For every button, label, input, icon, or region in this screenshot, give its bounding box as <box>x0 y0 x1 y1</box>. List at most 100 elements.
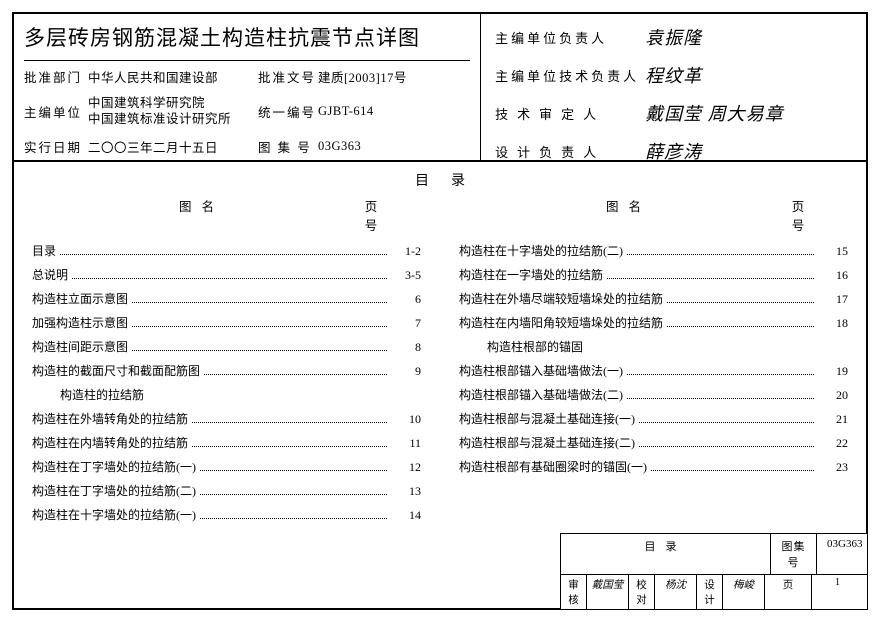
toc-row: 目录 1-2 <box>32 242 421 259</box>
toc-leader-dots <box>667 302 814 303</box>
toc-leader-dots <box>200 518 387 519</box>
exec-date: 二〇〇三年二月十五日 <box>88 137 258 156</box>
toc-entry-name: 目录 <box>32 242 56 259</box>
toc-leader-dots <box>651 470 814 471</box>
toc-entry-page: 10 <box>391 412 421 427</box>
toc-entry-page: 18 <box>818 316 848 331</box>
toc-entry-page: 7 <box>391 316 421 331</box>
toc-entry-name: 构造柱间距示意图 <box>32 338 128 355</box>
toc-leader-dots <box>192 422 387 423</box>
sig1-label: 主编单位负责人 <box>495 28 645 47</box>
toc-row: 构造柱在内墙转角处的拉结筋11 <box>32 434 421 451</box>
toc-entry-name: 构造柱在外墙转角处的拉结筋 <box>32 410 188 427</box>
atlas-no-label: 图 集 号 <box>258 137 318 156</box>
col-head-name: 图名 <box>42 196 361 234</box>
toc-row: 构造柱间距示意图 8 <box>32 338 421 355</box>
toc-row: 构造柱立面示意图 6 <box>32 290 421 307</box>
editor-unit-label: 主编单位 <box>24 102 88 121</box>
toc-entry-name: 构造柱根部的锚固 <box>459 338 583 355</box>
toc-row: 构造柱在丁字墙处的拉结筋(一) 12 <box>32 458 421 475</box>
sig3-val: 戴国莹 周大易章 <box>645 100 784 126</box>
toc-row: 构造柱在外墙尽端较短墙垛处的拉结筋17 <box>459 290 848 307</box>
toc-row: 构造柱根部的锚固 <box>459 338 848 355</box>
approve-dept-label: 批准部门 <box>24 67 88 86</box>
footer-title: 目录 <box>561 534 771 574</box>
sig3-label: 技术审定人 <box>495 104 645 123</box>
toc-leader-dots <box>200 494 387 495</box>
toc-entry-page: 3-5 <box>391 268 421 283</box>
toc-row: 构造柱在十字墙处的拉结筋(一) 14 <box>32 506 421 523</box>
toc-entry-page: 19 <box>818 364 848 379</box>
signatures: 主编单位负责人袁振隆 主编单位技术负责人程纹革 技术审定人戴国莹 周大易章 设计… <box>481 14 866 160</box>
f-check-label: 校对 <box>629 575 655 609</box>
toc-entry-page: 12 <box>391 460 421 475</box>
toc-leader-dots <box>639 422 814 423</box>
toc-row: 构造柱根部锚入基础墙做法(二) 20 <box>459 386 848 403</box>
unified-no: GJBT-614 <box>318 104 470 119</box>
toc-entry-page: 23 <box>818 460 848 475</box>
sig1-val: 袁振隆 <box>645 24 702 50</box>
toc-title: 目录 <box>32 170 848 190</box>
toc-entry-name: 总说明 <box>32 266 68 283</box>
toc-entry-name: 构造柱在内墙转角处的拉结筋 <box>32 434 188 451</box>
exec-date-label: 实行日期 <box>24 137 88 156</box>
toc-row: 构造柱在一字墙处的拉结筋 16 <box>459 266 848 283</box>
toc-entry-name: 构造柱在丁字墙处的拉结筋(二) <box>32 482 196 499</box>
footer-atlas-label: 图集号 <box>771 534 817 574</box>
toc-row: 构造柱根部与混凝土基础连接(二) 22 <box>459 434 848 451</box>
toc-entry-page: 15 <box>818 244 848 259</box>
unified-no-label: 统一编号 <box>258 102 318 121</box>
toc-entry-name: 构造柱根部锚入基础墙做法(一) <box>459 362 623 379</box>
toc-row: 构造柱根部锚入基础墙做法(一) 19 <box>459 362 848 379</box>
f-page-val: 1 <box>812 575 863 609</box>
f-review-label: 审核 <box>561 575 587 609</box>
toc-leader-dots <box>132 326 387 327</box>
sig2-val: 程纹革 <box>645 62 702 88</box>
toc-entry-name: 构造柱根部与混凝土基础连接(一) <box>459 410 635 427</box>
f-review-val: 戴国莹 <box>587 575 629 609</box>
toc-row: 总说明 3-5 <box>32 266 421 283</box>
toc-leader-dots <box>607 278 814 279</box>
toc-entry-name: 构造柱在丁字墙处的拉结筋(一) <box>32 458 196 475</box>
title-block: 多层砖房钢筋混凝土构造柱抗震节点详图 批准部门 中华人民共和国建设部 批准文号 … <box>14 14 866 162</box>
approve-doc: 建质[2003]17号 <box>318 67 470 86</box>
f-check-val: 杨沈 <box>655 575 697 609</box>
col-head-page: 页号 <box>788 196 848 234</box>
toc-entry-name: 构造柱在十字墙处的拉结筋(二) <box>459 242 623 259</box>
toc-entry-page: 16 <box>818 268 848 283</box>
toc-block: 目录 图名页号 目录1-2总说明3-5构造柱立面示意图6加强构造柱示意图7构造柱… <box>14 162 866 608</box>
sig2-label: 主编单位技术负责人 <box>495 66 645 85</box>
f-design-label: 设计 <box>697 575 723 609</box>
toc-entry-name: 构造柱立面示意图 <box>32 290 128 307</box>
toc-row: 构造柱根部与混凝土基础连接(一)21 <box>459 410 848 427</box>
toc-entry-name: 构造柱根部与混凝土基础连接(二) <box>459 434 635 451</box>
toc-leader-dots <box>132 350 387 351</box>
f-design-val: 梅峻 <box>723 575 765 609</box>
toc-leader-dots <box>639 446 814 447</box>
toc-leader-dots <box>627 398 814 399</box>
toc-row: 构造柱根部有基础圈梁时的锚固(一)23 <box>459 458 848 475</box>
toc-entry-page: 20 <box>818 388 848 403</box>
toc-entry-page: 1-2 <box>391 244 421 259</box>
toc-entry-name: 构造柱在一字墙处的拉结筋 <box>459 266 603 283</box>
toc-entry-name: 加强构造柱示意图 <box>32 314 128 331</box>
sig4-val: 薛彦涛 <box>645 138 702 164</box>
toc-entry-page: 6 <box>391 292 421 307</box>
toc-left-col: 图名页号 目录 1-2 总说明 3-5 构造柱立面示意图 6 加强构造柱示意图 7 构造柱间距示… <box>32 196 421 608</box>
footer-atlas-val: 03G363 <box>817 534 867 574</box>
meta-grid: 批准部门 中华人民共和国建设部 批准文号 建质[2003]17号 主编单位 中国… <box>24 67 470 156</box>
toc-entry-page: 14 <box>391 508 421 523</box>
toc-entry-page: 8 <box>391 340 421 355</box>
toc-leader-dots <box>667 326 814 327</box>
toc-entry-name: 构造柱根部锚入基础墙做法(二) <box>459 386 623 403</box>
col-head-page: 页号 <box>361 196 421 234</box>
toc-leader-dots <box>132 302 387 303</box>
toc-entry-name: 构造柱的拉结筋 <box>32 386 144 403</box>
approve-dept: 中华人民共和国建设部 <box>88 67 258 86</box>
toc-entry-page: 22 <box>818 436 848 451</box>
editor-unit: 中国建筑科学研究院 中国建筑标准设计研究所 <box>88 96 258 127</box>
toc-entry-name: 构造柱在十字墙处的拉结筋(一) <box>32 506 196 523</box>
f-page-label: 页 <box>765 575 812 609</box>
toc-leader-dots <box>192 446 387 447</box>
toc-leader-dots <box>627 254 814 255</box>
